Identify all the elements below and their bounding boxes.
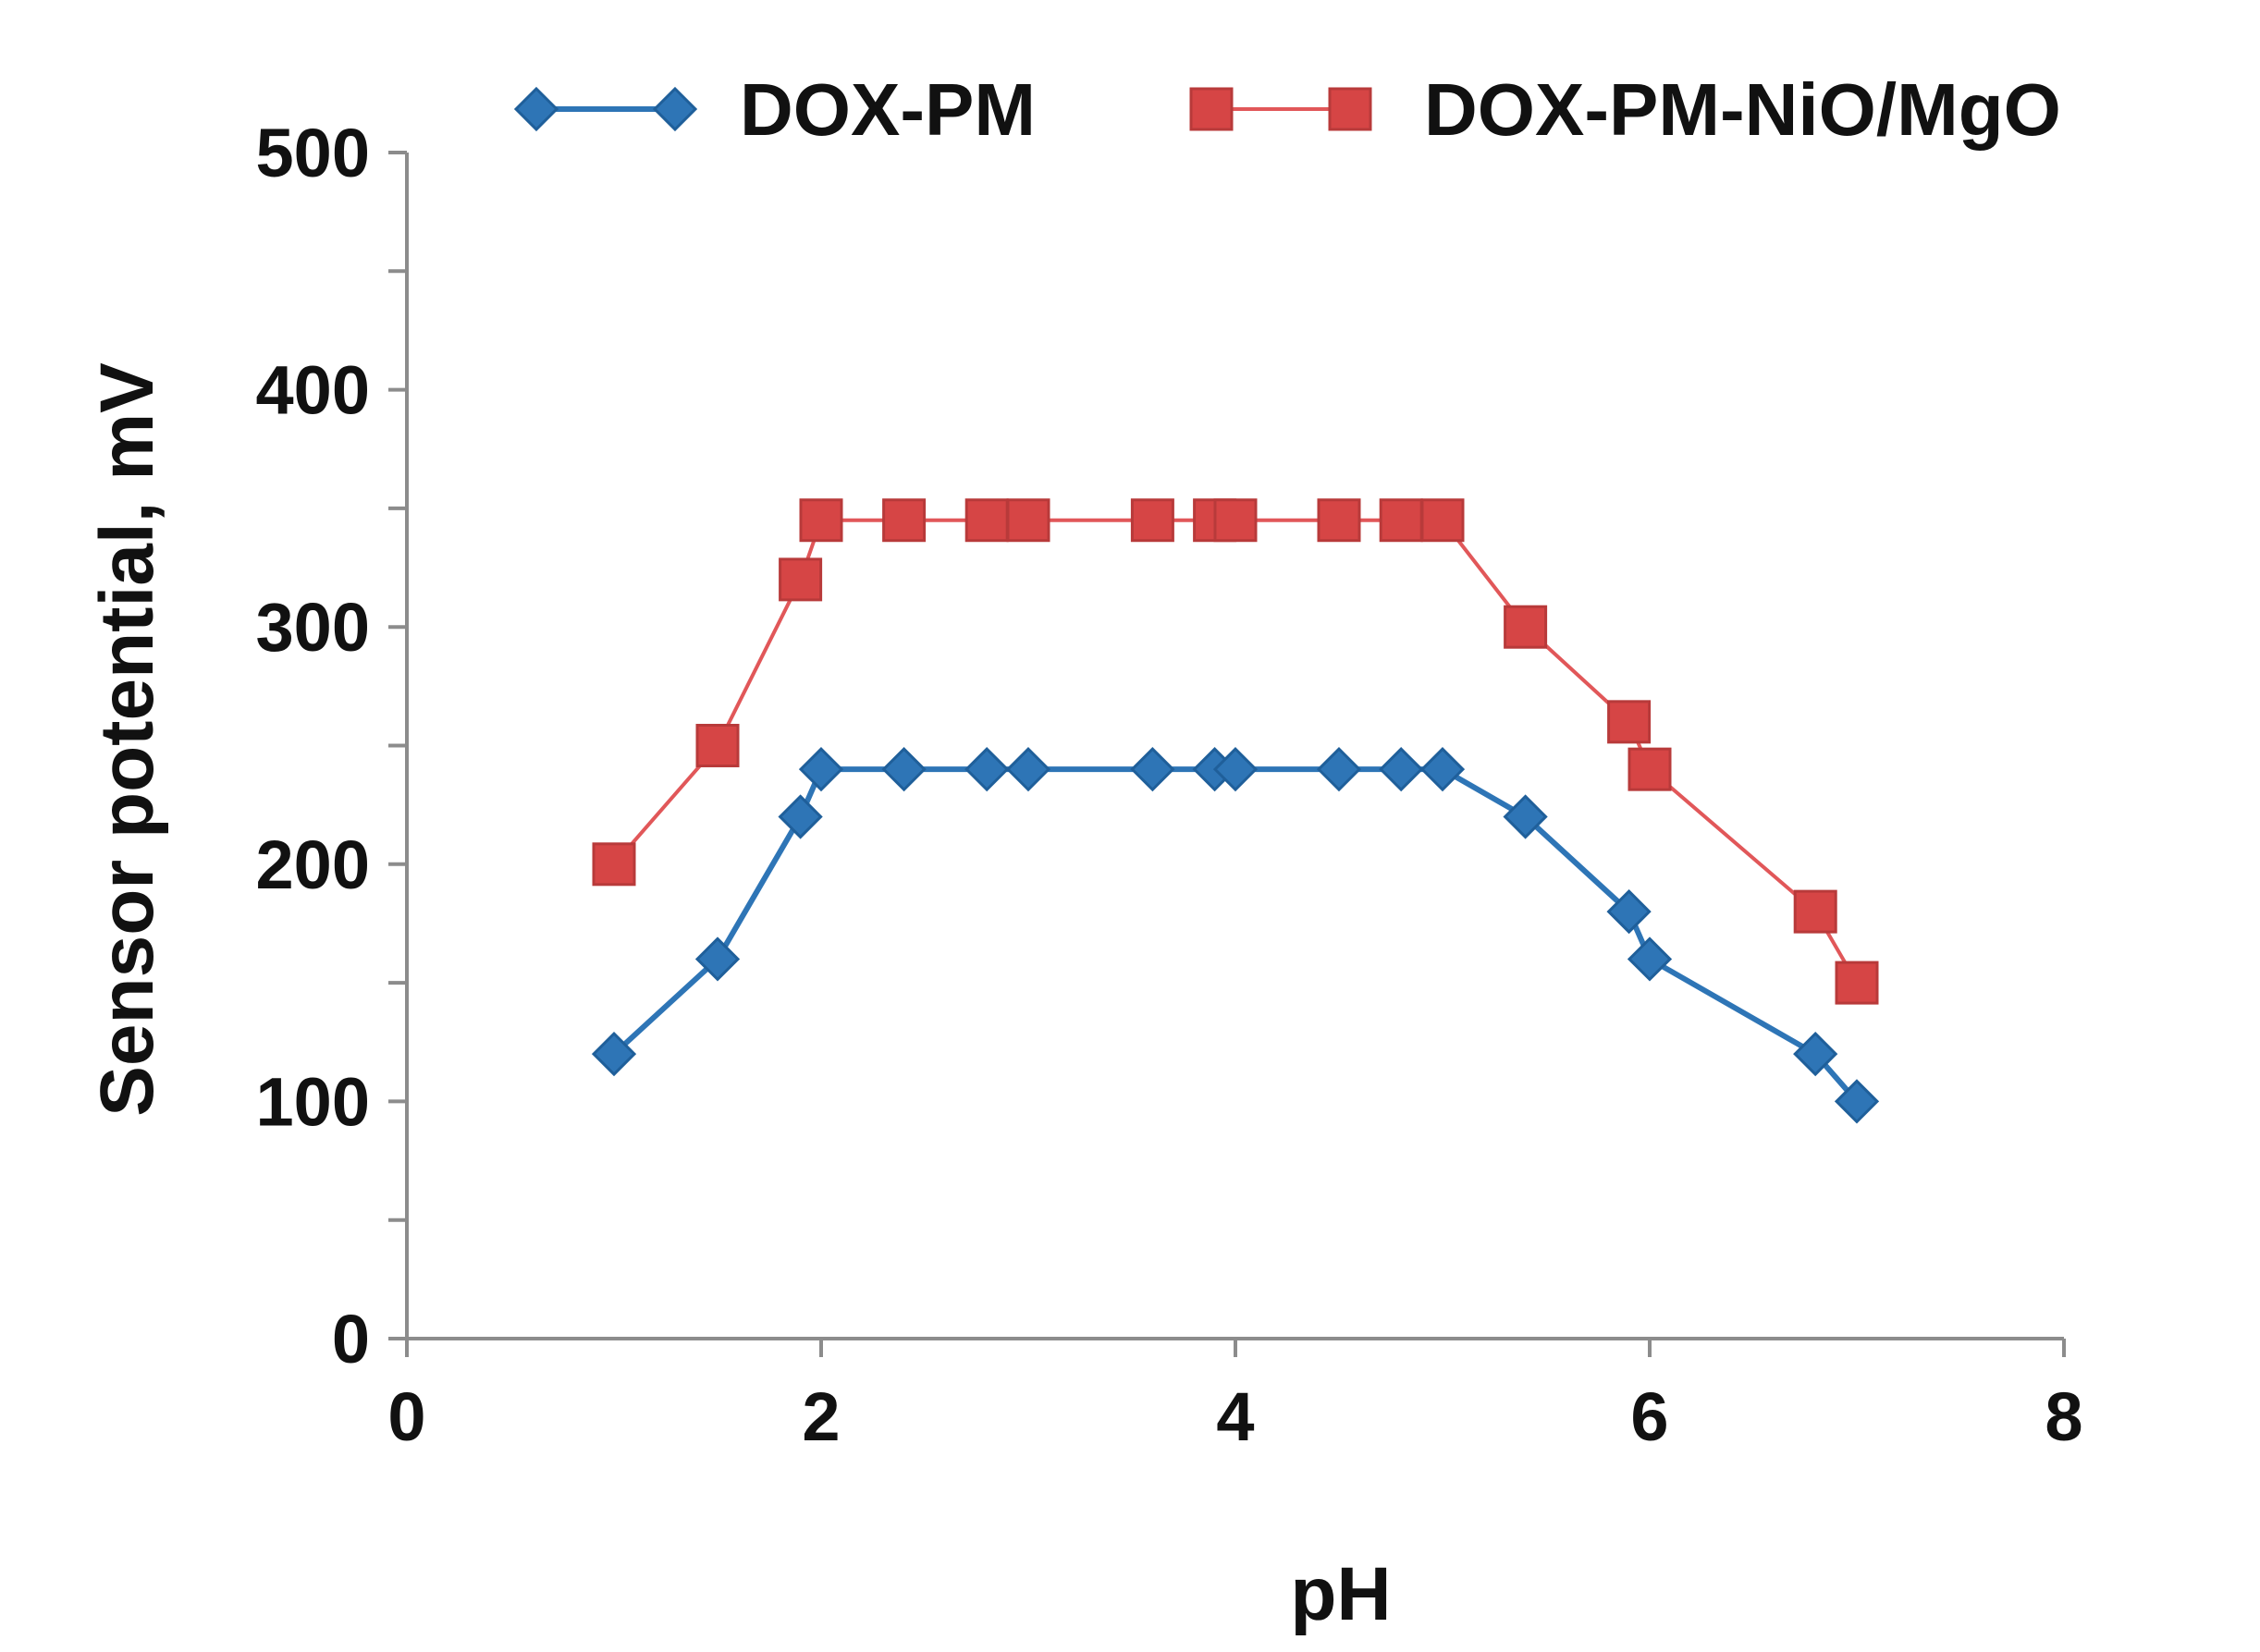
data-point-dox-pm-nio-mgo: [1130, 498, 1174, 543]
legend-marker-dox-pm-nio-mgo: [1189, 87, 1234, 131]
legend-label-dox-pm: DOX-PM: [740, 68, 1036, 151]
data-point-dox-pm: [1005, 747, 1051, 792]
data-point-dox-pm-nio-mgo: [1317, 498, 1361, 543]
y-tick-label: 500: [256, 115, 370, 191]
data-point-dox-pm-nio-mgo: [1504, 605, 1548, 649]
legend-item-dox-pm-nio-mgo: DOX-PM-NiO/MgO: [1189, 68, 2061, 151]
data-point-dox-pm: [1606, 888, 1652, 935]
data-point-dox-pm-nio-mgo: [882, 498, 927, 543]
data-point-dox-pm-nio-mgo: [1627, 747, 1672, 791]
x-tick-label: 2: [802, 1378, 840, 1455]
y-tick-label: 300: [256, 589, 370, 666]
data-point-dox-pm-nio-mgo: [1420, 498, 1465, 543]
data-point-dox-pm-nio-mgo: [779, 557, 823, 602]
y-tick-label: 400: [256, 352, 370, 429]
data-point-dox-pm: [1834, 1079, 1880, 1124]
x-tick-label: 4: [1216, 1378, 1254, 1455]
data-point-dox-pm: [1316, 747, 1362, 792]
data-point-dox-pm-nio-mgo: [964, 498, 1009, 543]
legend-marker-dox-pm: [652, 86, 698, 132]
data-point-dox-pm-nio-mgo: [1793, 889, 1837, 934]
data-point-dox-pm: [1627, 936, 1673, 982]
data-point-dox-pm: [591, 1031, 637, 1077]
data-point-dox-pm: [1419, 747, 1466, 792]
data-point-dox-pm-nio-mgo: [695, 724, 740, 767]
x-tick-label: 6: [1630, 1378, 1668, 1455]
data-point-dox-pm-nio-mgo: [1006, 498, 1050, 543]
data-point-dox-pm: [798, 747, 844, 792]
data-point-dox-pm-nio-mgo: [592, 842, 636, 887]
data-point-dox-pm: [1212, 747, 1259, 792]
data-point-dox-pm: [694, 936, 741, 982]
axes: 0 100 200 300 400 500 0 2 4 6 8: [256, 115, 2083, 1455]
y-tick-label: 200: [256, 826, 370, 903]
y-tick-label: 100: [256, 1063, 370, 1140]
data-point-dox-pm: [1503, 794, 1548, 839]
plot-area: [591, 498, 1880, 1124]
data-point-dox-pm-nio-mgo: [799, 498, 843, 543]
y-axis-title: Sensor potential, mV: [85, 362, 169, 1117]
y-tick-label: 0: [332, 1301, 370, 1377]
legend-marker-dox-pm-nio-mgo: [1328, 87, 1372, 131]
data-point-dox-pm: [1379, 747, 1424, 792]
data-point-dox-pm-nio-mgo: [1213, 498, 1258, 543]
legend-item-dox-pm: DOX-PM: [513, 68, 1036, 151]
data-point-dox-pm: [881, 747, 927, 792]
legend-marker-dox-pm: [513, 86, 559, 132]
data-point-dox-pm: [1793, 1031, 1838, 1077]
data-point-dox-pm-nio-mgo: [1835, 961, 1879, 1005]
legend-label-dox-pm-nio-mgo: DOX-PM-NiO/MgO: [1424, 68, 2061, 151]
x-tick-label: 8: [2045, 1378, 2082, 1455]
data-point-dox-pm: [1130, 747, 1175, 792]
data-point-dox-pm-nio-mgo: [1607, 700, 1652, 744]
data-point-dox-pm-nio-mgo: [1379, 498, 1423, 543]
data-point-dox-pm: [778, 794, 823, 839]
data-point-dox-pm: [964, 747, 1010, 792]
legend: DOX-PM DOX-PM-NiO/MgO: [513, 68, 2061, 151]
x-axis-title: pH: [1290, 1552, 1391, 1636]
x-tick-label: 0: [387, 1378, 425, 1455]
